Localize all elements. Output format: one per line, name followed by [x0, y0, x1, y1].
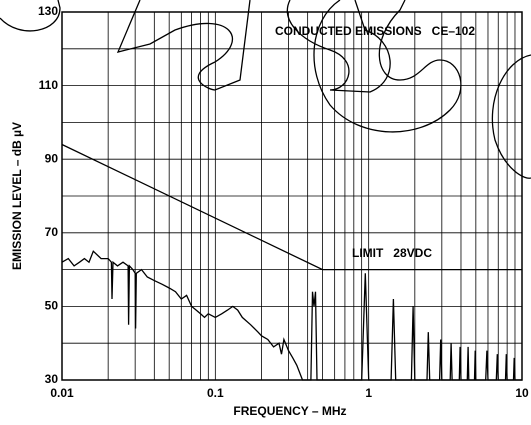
x-tick-label: 0.01	[50, 386, 74, 400]
y-tick-label: 130	[38, 4, 58, 18]
x-tick-label: 0.1	[207, 386, 224, 400]
x-tick-label: 1	[365, 386, 372, 400]
y-tick-label: 70	[45, 225, 59, 239]
plot-frame	[61, 11, 523, 381]
y-tick-label: 50	[45, 299, 59, 313]
watermark	[0, 0, 531, 179]
x-axis-label: FREQUENCY – MHz	[233, 404, 346, 418]
series-line	[61, 143, 522, 271]
annotation: LIMIT 28VDC	[352, 246, 432, 260]
y-axis-label: EMISSION LEVEL – dB µV	[10, 122, 24, 270]
y-tick-label: 110	[39, 78, 59, 92]
x-tick-label: 10	[515, 386, 529, 400]
grid	[61, 11, 523, 381]
series-line	[61, 250, 522, 381]
y-tick-label: 90	[45, 151, 59, 165]
y-tick-label: 30	[45, 372, 59, 386]
annotation: CONDUCTED EMISSIONS CE–102	[275, 24, 475, 38]
